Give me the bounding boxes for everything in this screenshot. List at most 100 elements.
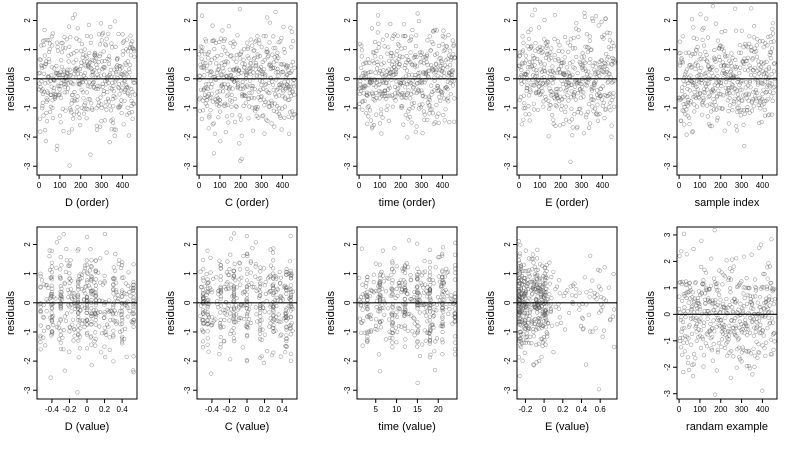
data-point: [271, 34, 276, 39]
data-point: [210, 23, 215, 28]
data-point: [699, 264, 704, 270]
data-point: [368, 312, 373, 317]
data-point: [694, 315, 699, 321]
data-point: [713, 298, 718, 303]
data-point: [375, 59, 380, 65]
x-tick-label: 300: [95, 181, 109, 190]
y-tick-label: -1: [343, 104, 352, 112]
data-points: [357, 11, 457, 140]
data-points: [517, 7, 617, 164]
data-point: [203, 52, 208, 57]
data-point: [122, 89, 127, 94]
data-point: [248, 270, 253, 275]
data-point: [764, 287, 770, 292]
data-point: [772, 84, 777, 89]
y-tick-label: 1: [663, 47, 672, 52]
data-point: [212, 131, 217, 136]
data-point: [408, 37, 413, 42]
data-point: [239, 49, 244, 54]
data-point: [547, 106, 552, 111]
data-point: [584, 115, 589, 120]
data-point: [268, 263, 274, 268]
data-point: [228, 332, 233, 337]
data-point: [84, 318, 90, 323]
data-point: [385, 93, 390, 98]
data-point: [547, 86, 552, 91]
data-point: [408, 80, 414, 86]
data-point: [125, 299, 130, 304]
data-point: [750, 294, 756, 299]
data-point: [553, 304, 558, 310]
data-point: [234, 296, 239, 301]
x-tick-label: 0: [677, 181, 682, 190]
data-point: [721, 272, 726, 277]
data-point: [365, 329, 370, 334]
data-point: [64, 90, 69, 95]
data-point: [763, 313, 768, 318]
data-point: [527, 314, 532, 319]
data-point: [59, 50, 65, 55]
x-tick-label: 0: [37, 181, 42, 190]
data-point: [282, 46, 287, 52]
data-point: [72, 301, 77, 306]
data-point: [68, 72, 73, 78]
data-point: [451, 79, 456, 84]
data-point: [708, 336, 713, 341]
data-point: [239, 70, 244, 75]
data-point: [218, 324, 223, 329]
data-point: [50, 115, 56, 121]
data-point: [280, 70, 285, 75]
data-point: [440, 288, 445, 293]
data-point: [121, 39, 126, 44]
data-point: [718, 297, 723, 302]
data-point: [282, 115, 287, 120]
data-point: [67, 44, 72, 49]
data-point: [698, 72, 703, 78]
data-point: [704, 70, 709, 75]
data-point: [450, 67, 455, 73]
data-point: [770, 46, 775, 51]
data-point: [198, 313, 203, 318]
data-point: [119, 110, 124, 116]
data-point: [403, 264, 408, 269]
data-point: [129, 286, 134, 291]
data-point: [709, 348, 714, 353]
data-point: [251, 57, 256, 62]
data-point: [260, 327, 265, 332]
data-point: [119, 275, 125, 281]
data-point: [70, 93, 75, 98]
data-point: [131, 101, 136, 107]
data-point: [238, 158, 243, 163]
data-point: [201, 276, 206, 281]
data-point: [272, 124, 277, 129]
data-point: [69, 278, 74, 283]
data-point: [517, 271, 523, 276]
data-point: [253, 61, 259, 66]
data-point: [206, 82, 211, 87]
data-point: [119, 339, 125, 344]
data-point: [606, 285, 612, 290]
data-point: [259, 318, 264, 323]
data-point: [679, 281, 684, 287]
data-point: [566, 310, 572, 316]
data-point: [703, 49, 708, 54]
data-point: [517, 50, 523, 55]
data-point: [215, 67, 220, 73]
data-point: [97, 324, 102, 329]
data-point: [45, 97, 50, 102]
data-point: [532, 62, 537, 68]
data-point: [201, 60, 206, 65]
data-point: [72, 89, 77, 95]
data-point: [284, 272, 289, 277]
data-point: [538, 275, 543, 280]
data-point: [722, 345, 728, 351]
data-point: [97, 84, 102, 89]
data-point: [548, 103, 553, 108]
data-point: [727, 286, 733, 291]
data-point: [76, 311, 81, 316]
data-point: [768, 285, 773, 290]
data-point: [102, 64, 107, 70]
data-point: [696, 96, 702, 101]
data-point: [769, 281, 774, 286]
data-point: [752, 325, 757, 330]
